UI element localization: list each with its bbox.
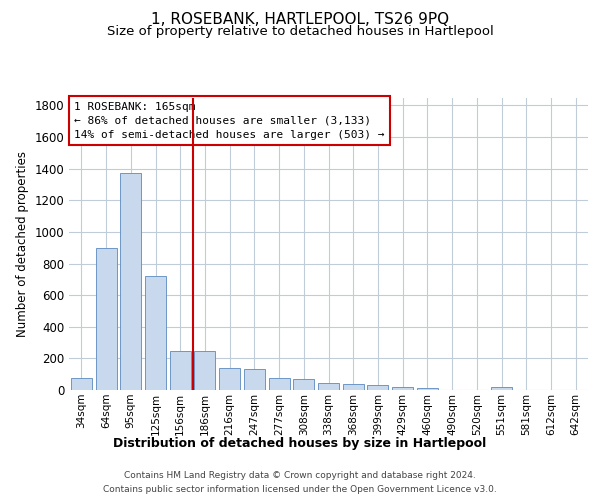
- Text: Contains public sector information licensed under the Open Government Licence v3: Contains public sector information licen…: [103, 485, 497, 494]
- Bar: [343, 384, 364, 390]
- Text: Distribution of detached houses by size in Hartlepool: Distribution of detached houses by size …: [113, 438, 487, 450]
- Text: Size of property relative to detached houses in Hartlepool: Size of property relative to detached ho…: [107, 25, 493, 38]
- Bar: [219, 368, 240, 390]
- Bar: [170, 352, 191, 390]
- Text: 1 ROSEBANK: 165sqm
← 86% of detached houses are smaller (3,133)
14% of semi-deta: 1 ROSEBANK: 165sqm ← 86% of detached hou…: [74, 102, 385, 140]
- Bar: [269, 378, 290, 390]
- Text: Contains HM Land Registry data © Crown copyright and database right 2024.: Contains HM Land Registry data © Crown c…: [124, 471, 476, 480]
- Bar: [95, 248, 116, 390]
- Bar: [491, 387, 512, 390]
- Bar: [318, 383, 339, 390]
- Bar: [367, 386, 388, 390]
- Bar: [392, 387, 413, 390]
- Bar: [194, 352, 215, 390]
- Bar: [71, 378, 92, 390]
- Bar: [293, 379, 314, 390]
- Bar: [145, 276, 166, 390]
- Y-axis label: Number of detached properties: Number of detached properties: [16, 151, 29, 337]
- Bar: [120, 174, 141, 390]
- Text: 1, ROSEBANK, HARTLEPOOL, TS26 9PQ: 1, ROSEBANK, HARTLEPOOL, TS26 9PQ: [151, 12, 449, 28]
- Bar: [244, 370, 265, 390]
- Bar: [417, 388, 438, 390]
